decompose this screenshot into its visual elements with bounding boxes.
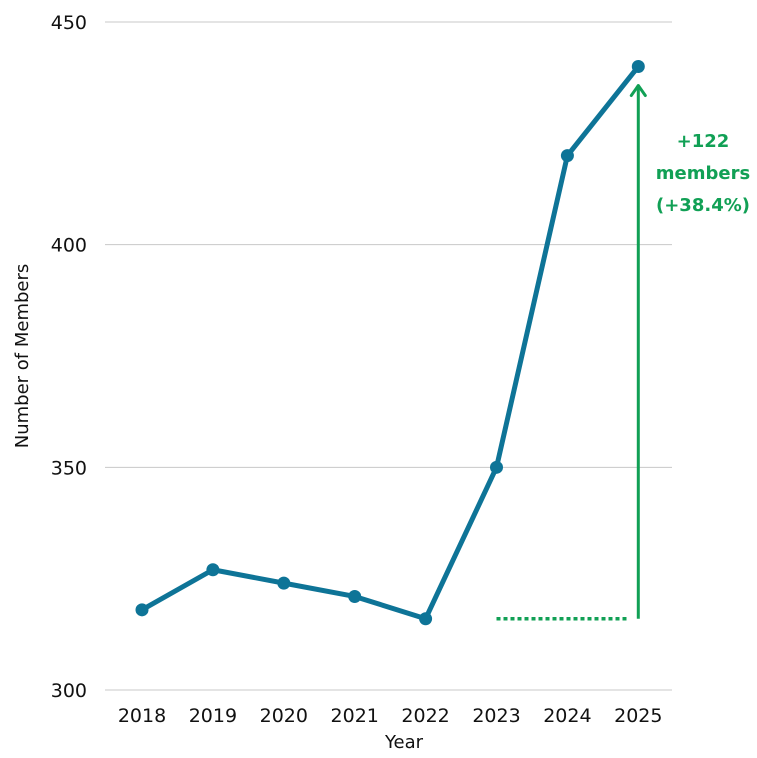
axis-layer: 300 350 400 450 2018 2019 2020 2021 2022 2023 2024…	[51, 12, 663, 727]
y-axis-title: Number of Members	[12, 264, 33, 449]
data-point	[206, 563, 220, 577]
annotation-layer: +122 members (+38.4%)	[496, 84, 750, 621]
x-tick-label: 2018	[118, 705, 166, 727]
increase-arrow-head	[629, 84, 647, 98]
increase-annotation-line: +122	[677, 131, 730, 152]
x-tick-label: 2020	[260, 705, 308, 727]
x-axis-title: Year	[384, 732, 424, 753]
x-tick-label: 2022	[401, 705, 449, 727]
data-point	[631, 60, 645, 74]
x-tick-label: 2025	[614, 705, 662, 727]
grid-layer	[105, 21, 672, 691]
y-tick-label: 300	[51, 680, 87, 702]
data-point	[135, 603, 149, 617]
series-layer	[135, 60, 645, 626]
increase-annotation-line: (+38.4%)	[656, 195, 750, 216]
data-point	[490, 460, 503, 474]
x-tick-label: 2019	[189, 705, 237, 727]
data-point	[419, 612, 433, 626]
increase-annotation-line: members	[656, 163, 750, 184]
y-tick-label: 350	[51, 457, 87, 479]
data-point	[560, 149, 574, 163]
y-tick-label: 450	[51, 12, 87, 34]
x-tick-label: 2023	[472, 705, 520, 727]
data-point	[277, 576, 291, 590]
y-tick-label: 400	[51, 235, 87, 257]
x-tick-label: 2024	[543, 705, 591, 727]
data-point	[348, 589, 362, 603]
x-tick-label: 2021	[331, 705, 379, 727]
series-line	[139, 64, 641, 622]
